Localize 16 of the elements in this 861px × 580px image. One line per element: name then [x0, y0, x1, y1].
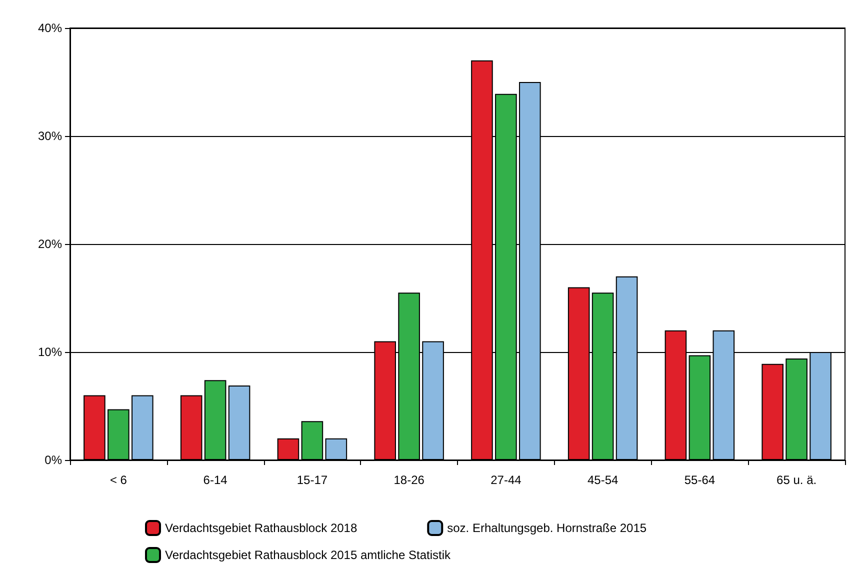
- legend-label: soz. Erhaltungsgeb. Hornstraße 2015: [447, 521, 647, 535]
- x-tick-label: < 6: [110, 473, 128, 487]
- x-tick-label: 27-44: [490, 473, 522, 487]
- x-tick-label: 45-54: [587, 473, 618, 487]
- y-tick-label: 0%: [44, 453, 62, 467]
- x-tick-label: 15-17: [296, 473, 328, 487]
- y-tick-label: 40%: [38, 21, 62, 35]
- y-tick-label: 20%: [38, 237, 62, 251]
- legend-label: Verdachtsgebiet Rathausblock 2018: [165, 521, 358, 535]
- y-tick-label: 30%: [38, 129, 62, 143]
- x-tick-label: 6-14: [203, 473, 228, 487]
- legend-label: Verdachtsgebiet Rathausblock 2015 amtliche Statistik: [165, 548, 452, 562]
- x-tick-label: 65 u. ä.: [776, 473, 817, 487]
- x-tick-label: 55-64: [684, 473, 716, 487]
- y-tick-label: 10%: [38, 345, 62, 359]
- x-tick-label: 18-26: [394, 473, 425, 487]
